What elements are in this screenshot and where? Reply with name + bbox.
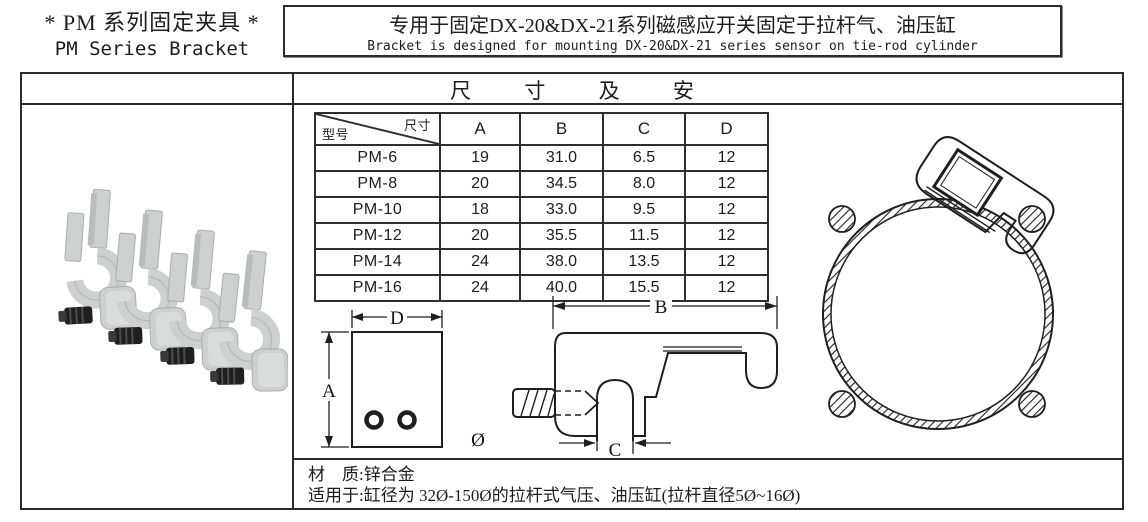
cylinder-ring — [822, 198, 1054, 430]
info-line-zh: 专用于固定DX-20&DX-21系列磁感应开关固定于拉杆气、油压缸 — [389, 15, 956, 37]
spec-corner-cell: 尺寸 型号 — [314, 112, 441, 146]
corner-label-model: 型号 — [322, 127, 350, 142]
section-title: 尺 寸 及 安 — [450, 78, 718, 103]
col-header-c: C — [602, 112, 686, 146]
value-cell: 15.5 — [602, 274, 686, 302]
value-cell: 31.0 — [519, 144, 604, 172]
side-view-drawing: B C — [512, 295, 778, 459]
tie-rod — [828, 205, 856, 233]
value-cell: 8.0 — [602, 170, 686, 198]
table-row: PM-16 24 40.0 15.5 12 — [314, 274, 769, 302]
mounted-bracket — [915, 136, 1055, 255]
value-cell: 12 — [684, 144, 769, 172]
dim-label-c: C — [609, 440, 622, 459]
value-cell: 9.5 — [602, 196, 686, 224]
value-cell: 34.5 — [519, 170, 604, 198]
page-subtitle: PM Series Bracket — [54, 38, 250, 60]
section-header-row: 尺 寸 及 安 — [22, 74, 1122, 105]
model-cell: PM-8 — [314, 170, 441, 198]
value-cell: 12 — [684, 196, 769, 224]
dim-label-a: A — [322, 381, 336, 402]
value-cell: 18 — [439, 196, 521, 224]
col-header-b: B — [519, 112, 604, 146]
model-cell: PM-12 — [314, 222, 441, 250]
title-block: * PM 系列固定夹具 * PM Series Bracket — [24, 5, 280, 60]
value-cell: 19 — [439, 144, 521, 172]
product-photo — [44, 170, 288, 476]
value-cell: 11.5 — [602, 222, 686, 250]
value-cell: 20 — [439, 170, 521, 198]
column-divider — [292, 74, 294, 508]
value-cell: 20 — [439, 222, 521, 250]
value-cell: 38.0 — [519, 248, 604, 276]
table-row: PM-14 24 38.0 13.5 12 — [314, 248, 769, 276]
col-header-d: D — [684, 112, 769, 146]
value-cell: 12 — [684, 248, 769, 276]
info-line-en: Bracket is designed for mounting DX-20&D… — [367, 39, 978, 54]
model-cell: PM-6 — [314, 144, 441, 172]
model-cell: PM-14 — [314, 248, 441, 276]
info-box: 专用于固定DX-20&DX-21系列磁感应开关固定于拉杆气、油压缸 Bracke… — [283, 5, 1062, 57]
value-cell: 6.5 — [602, 144, 686, 172]
tie-rod — [828, 390, 856, 418]
model-cell: PM-10 — [314, 196, 441, 224]
table-row: PM-10 18 33.0 9.5 12 — [314, 196, 769, 224]
value-cell: 12 — [684, 274, 769, 302]
front-view-drawing: D A Ø — [319, 306, 485, 451]
notes-block: 材 质:锌合金 适用于:缸径为 32Ø-150Ø的拉杆式气压、油压缸(拉杆直径5… — [294, 458, 1122, 508]
material-note: 材 质:锌合金 — [308, 465, 415, 484]
table-row: PM-12 20 35.5 11.5 12 — [314, 222, 769, 250]
application-note: 适用于:缸径为 32Ø-150Ø的拉杆式气压、油压缸(拉杆直径5Ø~16Ø) — [308, 486, 801, 505]
spec-table: 尺寸 型号 A B C D PM-6 19 31.0 6.5 12 PM-8 — [314, 112, 769, 302]
value-cell: 24 — [439, 274, 521, 302]
dim-label-b: B — [655, 297, 668, 318]
photo-bracket-4 — [208, 250, 288, 392]
ring-drawing — [822, 136, 1055, 430]
value-cell: 24 — [439, 248, 521, 276]
tie-rod — [1018, 205, 1046, 233]
value-cell: 13.5 — [602, 248, 686, 276]
spec-header-row: 尺寸 型号 A B C D — [314, 112, 769, 146]
value-cell: 33.0 — [519, 196, 604, 224]
dim-label-d: D — [390, 308, 404, 329]
corner-label-dimension: 尺寸 — [403, 118, 431, 133]
value-cell: 40.0 — [519, 274, 604, 302]
table-row: PM-6 19 31.0 6.5 12 — [314, 144, 769, 172]
main-table: 尺 寸 及 安 — [20, 72, 1124, 510]
model-cell: PM-16 — [314, 274, 441, 302]
value-cell: 35.5 — [519, 222, 604, 250]
value-cell: 12 — [684, 170, 769, 198]
diameter-symbol: Ø — [471, 430, 485, 451]
table-row: PM-8 20 34.5 8.0 12 — [314, 170, 769, 198]
value-cell: 12 — [684, 222, 769, 250]
col-header-a: A — [439, 112, 521, 146]
page-title: * PM 系列固定夹具 * — [44, 10, 260, 35]
diagonal-line — [316, 114, 439, 144]
tie-rod — [1018, 390, 1046, 418]
